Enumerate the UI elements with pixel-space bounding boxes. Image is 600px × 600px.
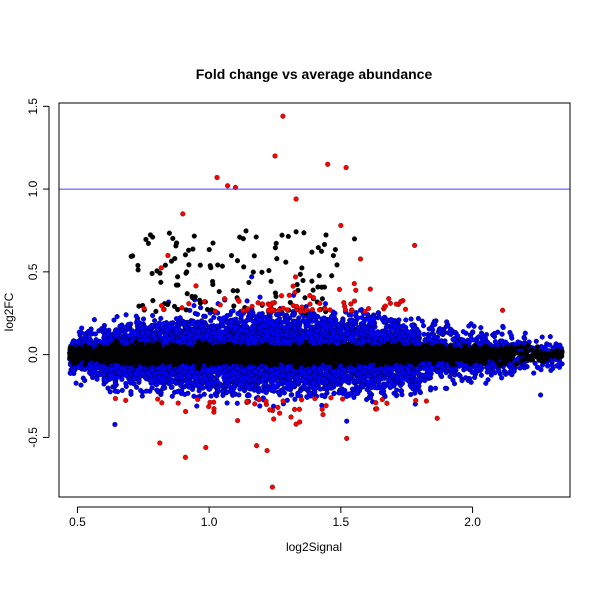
data-point-blue [150, 312, 156, 319]
data-point-blue [128, 328, 134, 334]
data-point-blue [512, 366, 518, 372]
data-point-blue [257, 294, 263, 300]
data-point-blue [246, 392, 252, 399]
data-point-blue [173, 316, 179, 322]
data-point-blue [174, 389, 180, 395]
data-point-blue [415, 315, 421, 322]
data-point-blue [538, 392, 544, 398]
data-point-blue [331, 390, 337, 396]
data-point-blue [322, 301, 329, 307]
data-point-blue [223, 319, 229, 325]
data-point-blue [198, 305, 204, 311]
data-point-blue [158, 315, 164, 321]
data-point-blue [73, 380, 79, 386]
data-point-blue [194, 311, 201, 317]
data-point-blue [372, 385, 378, 391]
data-point-blue [539, 334, 545, 340]
x-axis-label: log2Signal [286, 540, 342, 554]
data-point-blue [119, 376, 125, 382]
data-point-blue [419, 318, 425, 324]
data-point-blue [292, 325, 298, 331]
data-point-blue [549, 362, 555, 368]
data-point-blue [78, 382, 84, 388]
data-point-blue [471, 323, 477, 329]
data-point-blue [112, 421, 118, 428]
data-point-blue [421, 331, 427, 337]
data-point-blue [152, 318, 158, 324]
y-axis-label: log2FC [2, 292, 16, 331]
data-point-blue [91, 317, 97, 323]
data-point-blue [288, 392, 294, 398]
data-points-layer [67, 113, 565, 490]
data-point-blue [303, 386, 309, 392]
data-point-blue [158, 390, 164, 396]
data-point-blue [155, 323, 161, 329]
data-point-blue [241, 388, 248, 394]
data-point-blue [499, 331, 505, 337]
data-point-blue [496, 367, 502, 374]
data-point-blue [442, 385, 449, 391]
data-point-blue [201, 313, 207, 319]
data-point-blue [364, 316, 371, 322]
data-point-blue [119, 387, 125, 393]
data-point-blue [82, 377, 88, 384]
data-point-blue [191, 303, 197, 309]
data-point-blue [292, 396, 298, 402]
data-point-blue [194, 403, 200, 409]
data-point-blue [249, 274, 255, 280]
data-point-blue [300, 318, 306, 324]
data-point-blue [408, 316, 414, 322]
data-point-blue [420, 323, 427, 329]
data-point-blue [545, 363, 551, 369]
data-point-blue [467, 376, 473, 382]
data-point-blue [466, 323, 472, 329]
data-point-blue [123, 380, 129, 387]
data-point-blue [357, 307, 364, 313]
data-point-blue [307, 390, 313, 396]
data-point-blue [123, 312, 129, 318]
data-point-blue [387, 385, 393, 391]
data-point-blue [208, 318, 214, 324]
data-point-blue [428, 385, 434, 391]
data-point-blue [438, 372, 444, 378]
data-point-blue [443, 370, 449, 376]
data-point-blue [547, 342, 553, 348]
data-point-blue [531, 370, 537, 376]
data-point-blue [478, 372, 484, 378]
data-point-blue [398, 388, 404, 394]
data-point-blue [94, 376, 100, 382]
data-point-blue [213, 393, 220, 399]
data-point-blue [154, 387, 160, 393]
data-point-blue [367, 384, 374, 390]
data-point-blue [138, 387, 144, 394]
data-point-blue [547, 334, 553, 340]
data-point-blue [117, 323, 123, 329]
data-point-blue [291, 311, 297, 317]
data-point-blue [111, 317, 117, 323]
data-point-blue [324, 384, 330, 390]
data-point-blue [331, 313, 337, 319]
data-point-blue [450, 377, 456, 383]
data-point-blue [432, 385, 439, 391]
chart-title: Fold change vs average abundance [196, 66, 433, 82]
data-point-blue [533, 338, 539, 344]
data-point-blue [92, 331, 99, 337]
data-point-blue [244, 318, 250, 324]
data-point-blue [244, 298, 250, 304]
